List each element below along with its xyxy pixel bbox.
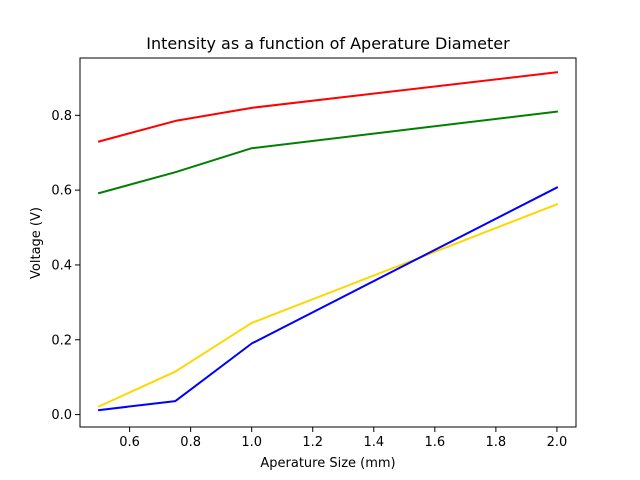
y-tick-label: 0.2 (51, 333, 72, 348)
y-axis-label: Voltage (V) (29, 207, 44, 279)
y-tick-label: 0.4 (51, 258, 72, 273)
series-line-2 (97, 110, 559, 195)
x-axis-ticks: 0.6 0.8 1.0 1.2 1.4 1.6 1.8 2.0 (119, 427, 567, 450)
x-tick-label: 2.0 (547, 435, 568, 450)
x-tick-label: 0.6 (119, 435, 140, 450)
series-line-3 (97, 203, 559, 408)
chart-title: Intensity as a function of Aperature Dia… (146, 34, 510, 53)
x-tick-label: 1.6 (424, 435, 445, 450)
y-tick-label: 0.8 (51, 109, 72, 124)
plot-frame (79, 57, 577, 428)
y-tick-label: 0.6 (51, 184, 72, 199)
x-tick-label: 1.2 (302, 435, 323, 450)
x-tick-label: 0.8 (180, 435, 201, 450)
y-axis-ticks: 0.0 0.2 0.4 0.6 0.8 (51, 109, 80, 423)
plot-series (97, 71, 559, 412)
x-tick-label: 1.8 (486, 435, 507, 450)
series-line-1 (97, 71, 559, 143)
y-tick-label: 0.0 (51, 408, 72, 423)
series-line-4 (97, 186, 559, 412)
x-tick-label: 1.4 (363, 435, 384, 450)
x-tick-label: 1.0 (241, 435, 262, 450)
x-axis-label: Aperature Size (mm) (260, 456, 395, 471)
